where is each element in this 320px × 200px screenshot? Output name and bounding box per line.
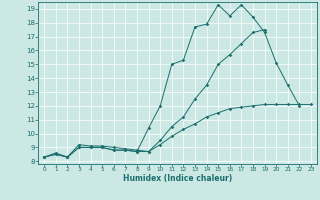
X-axis label: Humidex (Indice chaleur): Humidex (Indice chaleur) [123, 174, 232, 183]
